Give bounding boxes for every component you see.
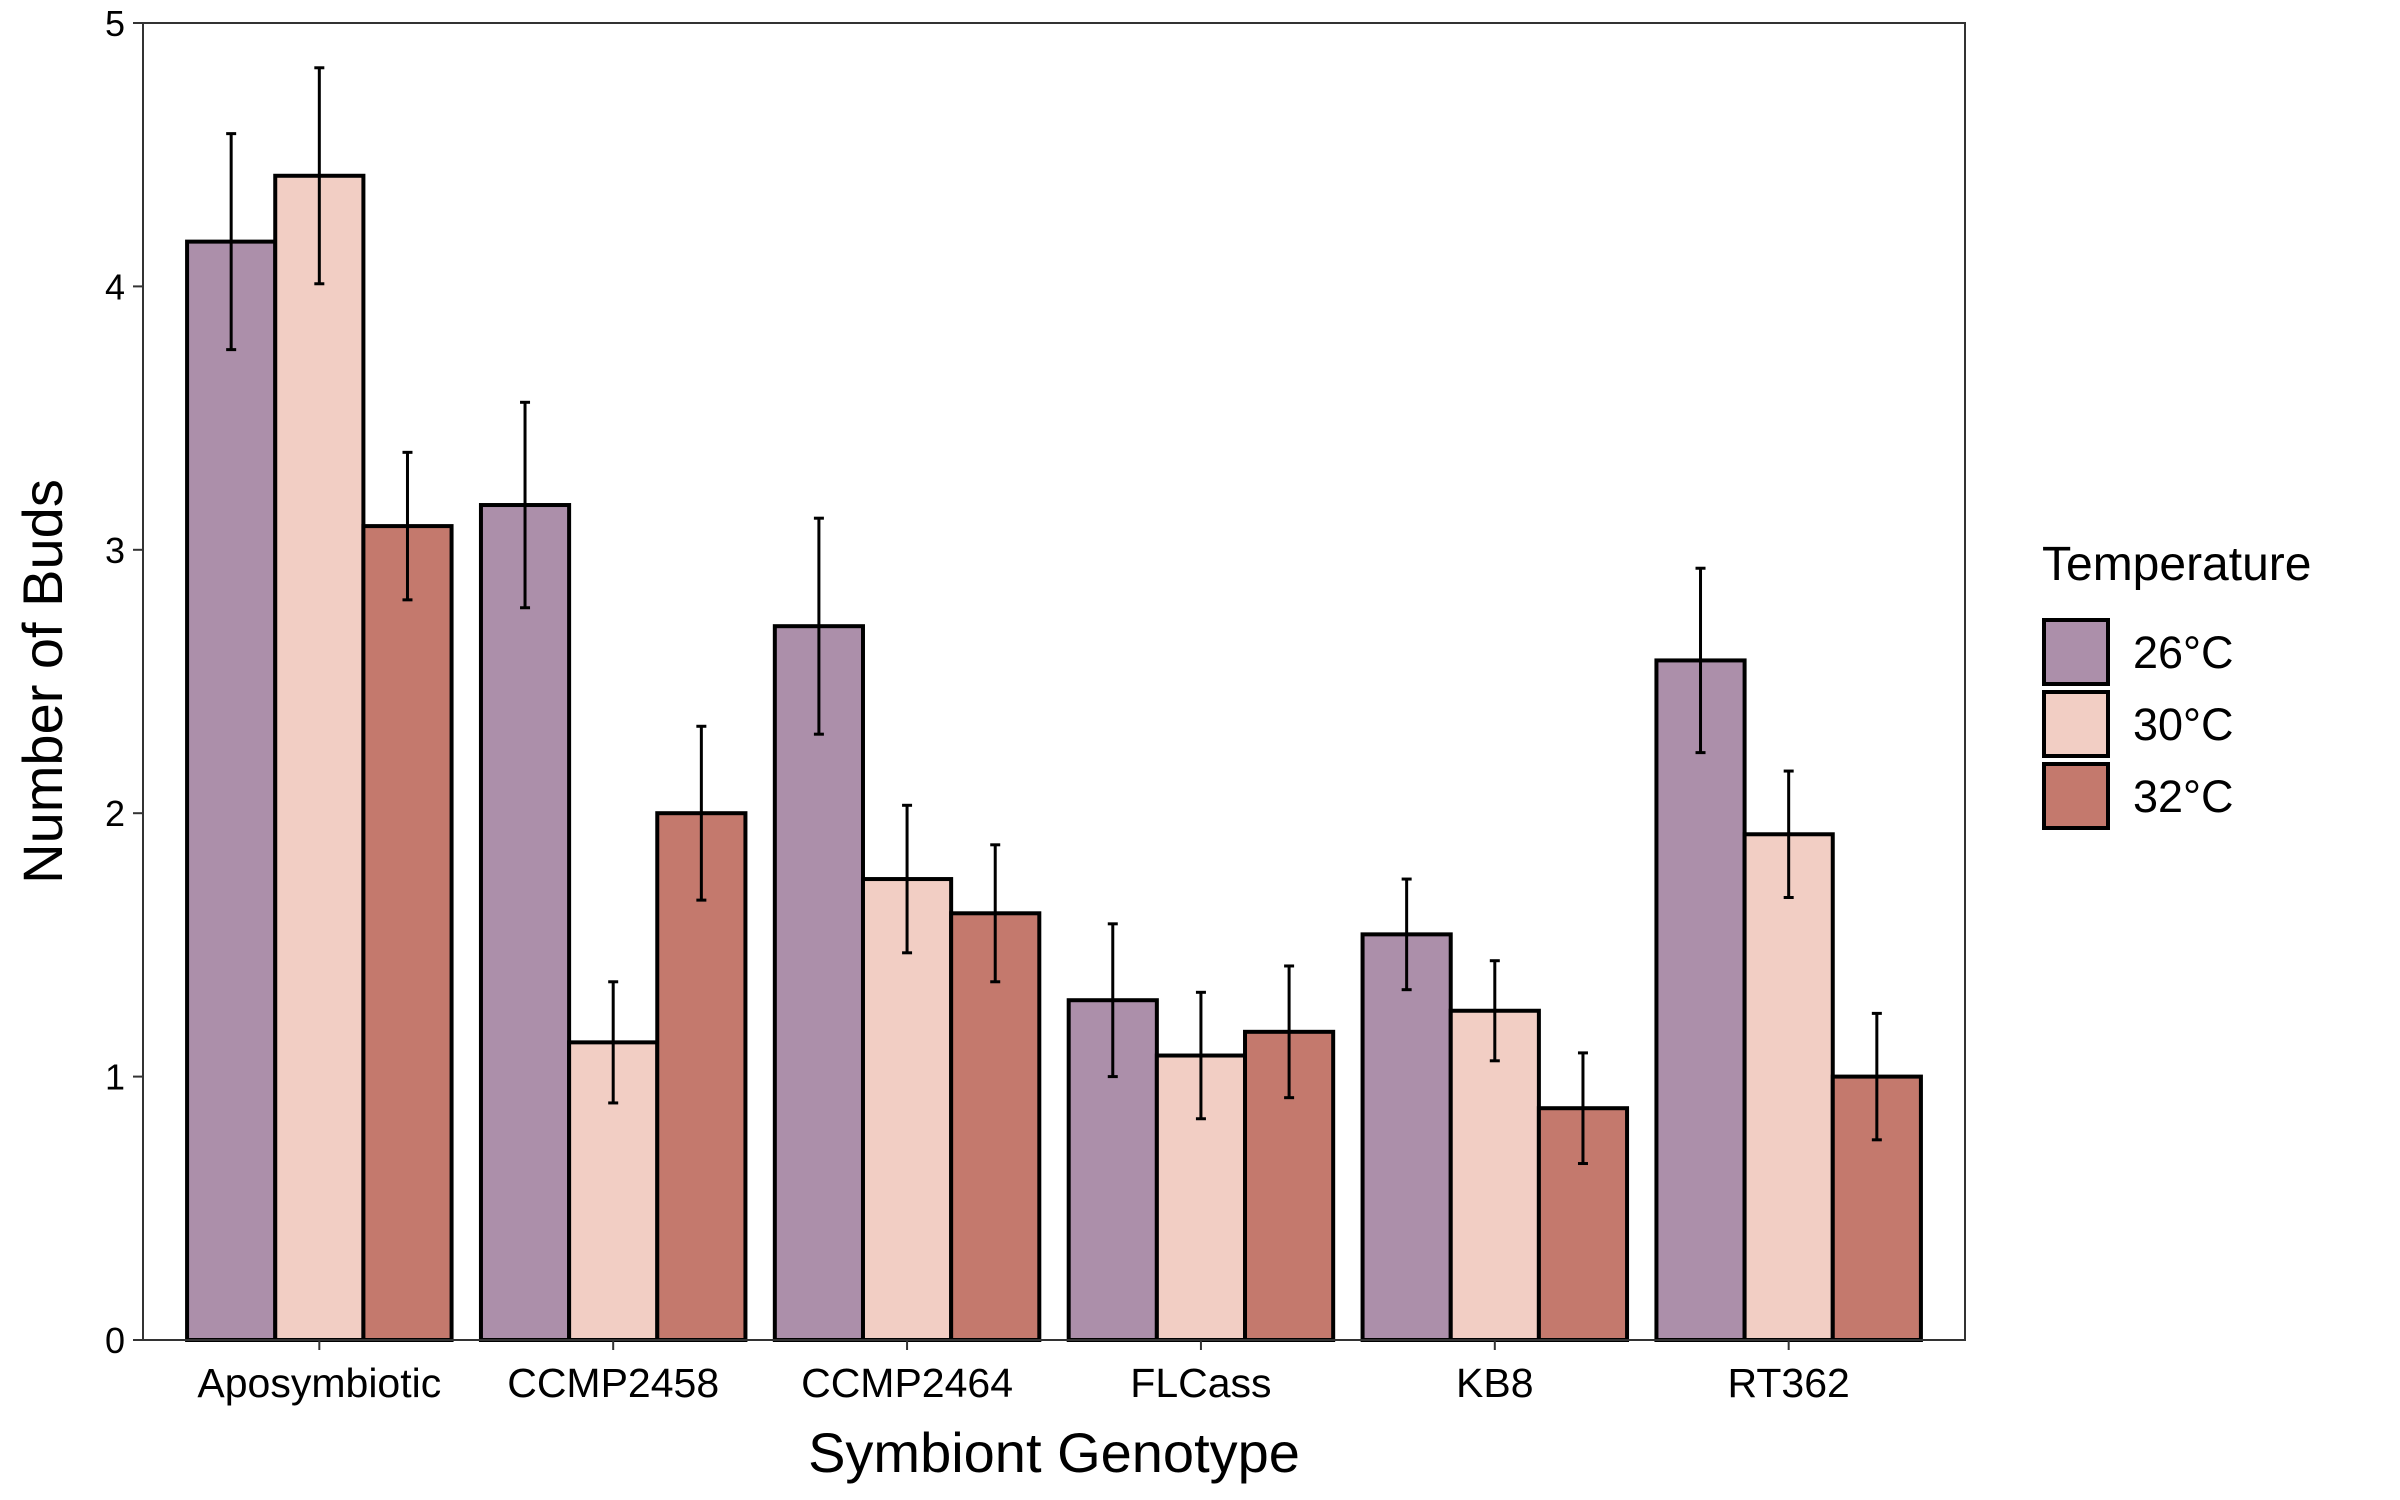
plot-panel-border bbox=[142, 22, 1966, 1341]
x-axis: Aposymbiotic CCMP2458 CCMP2464 FLCass KB8 RT3… bbox=[197, 1340, 1850, 1406]
x-tick-label: Aposymbiotic bbox=[197, 1360, 441, 1406]
error-bar bbox=[1695, 566, 1706, 755]
error-bar bbox=[813, 516, 824, 736]
error-bar bbox=[1401, 877, 1412, 992]
legend-item: 32°C bbox=[2042, 762, 2234, 830]
bar bbox=[1742, 832, 1835, 1342]
bar bbox=[361, 524, 454, 1342]
y-tick-label: 1 bbox=[105, 1057, 125, 1098]
error-bar bbox=[608, 980, 619, 1105]
legend-swatch bbox=[2042, 618, 2110, 686]
y-axis: 0 1 2 3 4 5 bbox=[105, 3, 143, 1361]
legend-label: 26°C bbox=[2133, 627, 2234, 678]
error-bars-layer bbox=[226, 66, 1882, 1166]
error-bar bbox=[1577, 1051, 1588, 1166]
bar bbox=[1448, 1008, 1541, 1342]
bar bbox=[478, 503, 572, 1343]
error-bar bbox=[314, 66, 325, 286]
bars-layer bbox=[185, 173, 1923, 1343]
x-axis-title: Symbiont Genotype bbox=[808, 1421, 1300, 1484]
x-tick-label: RT362 bbox=[1728, 1360, 1850, 1406]
x-tick-label: CCMP2458 bbox=[507, 1360, 719, 1406]
error-bar bbox=[1783, 769, 1794, 899]
y-tick-label: 2 bbox=[105, 793, 125, 834]
error-bar bbox=[1107, 922, 1118, 1079]
y-tick-label: 4 bbox=[105, 266, 125, 307]
legend-item: 30°C bbox=[2042, 690, 2234, 758]
bar bbox=[185, 239, 278, 1343]
legend-label: 30°C bbox=[2133, 699, 2234, 750]
error-bar bbox=[226, 132, 237, 352]
x-tick-label: CCMP2464 bbox=[801, 1360, 1013, 1406]
legend: Temperature 26°C 30°C 32°C bbox=[2042, 538, 2311, 830]
legend-title: Temperature bbox=[2042, 538, 2311, 591]
error-bar bbox=[902, 803, 913, 955]
legend-items: 26°C 30°C 32°C bbox=[2042, 618, 2234, 830]
error-bar bbox=[1195, 990, 1206, 1121]
legend-swatch bbox=[2042, 690, 2110, 758]
legend-item: 26°C bbox=[2042, 618, 2234, 686]
bar bbox=[949, 911, 1042, 1342]
y-tick-label: 0 bbox=[105, 1320, 125, 1361]
error-bar bbox=[520, 400, 531, 610]
bar bbox=[772, 624, 865, 1342]
legend-swatch bbox=[2042, 762, 2110, 830]
bar bbox=[1654, 658, 1747, 1342]
y-tick-label: 5 bbox=[105, 3, 125, 44]
error-bar bbox=[402, 450, 413, 602]
y-axis-title: Number of Buds bbox=[11, 479, 74, 884]
bar bbox=[1360, 932, 1453, 1342]
error-bar bbox=[1871, 1011, 1882, 1142]
y-tick-label: 3 bbox=[105, 530, 125, 571]
x-tick-label: FLCass bbox=[1130, 1360, 1271, 1406]
legend-label: 32°C bbox=[2133, 771, 2234, 822]
error-bar bbox=[1489, 959, 1500, 1063]
error-bar bbox=[696, 724, 707, 902]
bar bbox=[273, 173, 366, 1343]
error-bar bbox=[990, 843, 1001, 984]
error-bar bbox=[1284, 964, 1295, 1100]
x-tick-label: KB8 bbox=[1456, 1360, 1534, 1406]
